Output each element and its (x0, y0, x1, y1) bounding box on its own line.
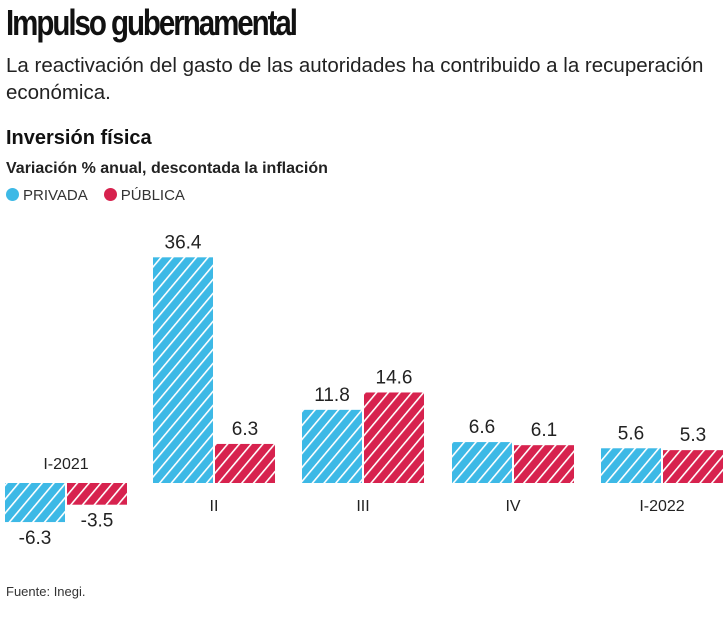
subtitle: La reactivación del gasto de las autorid… (6, 54, 704, 104)
legend-swatch (6, 188, 19, 201)
bar-privada (452, 442, 512, 483)
page-title: Impulso gubernamental (6, 2, 298, 43)
bar-publica (663, 450, 723, 483)
legend-swatch (103, 188, 117, 201)
category-label: II (210, 498, 219, 515)
data-label: 6.1 (531, 420, 557, 441)
category-label: I-2021 (43, 456, 88, 473)
chart-subtitle: Variación % anual, descontada la inflaci… (6, 160, 328, 177)
bar-privada (153, 257, 213, 483)
bar-publica (215, 443, 275, 483)
data-label: 5.3 (680, 425, 706, 446)
data-label: -3.5 (81, 511, 114, 532)
bar-publica (67, 483, 127, 505)
bar-publica (364, 392, 424, 483)
data-label: 6.6 (469, 417, 495, 438)
data-label: 11.8 (314, 385, 350, 406)
bar-privada (302, 409, 362, 483)
category-label: IV (505, 498, 520, 515)
category-label: III (356, 498, 369, 515)
legend-item-privada: PRIVADA (6, 187, 88, 204)
chart-title: Inversión física (6, 127, 152, 149)
data-label: 14.6 (376, 367, 413, 388)
data-label: 6.3 (232, 419, 258, 440)
category-label: I-2022 (639, 498, 684, 515)
bar-privada (5, 483, 65, 523)
data-label: 5.6 (618, 423, 644, 444)
data-label: 36.4 (165, 232, 202, 253)
legend-label: PRIVADA (23, 187, 88, 204)
legend-item-publica: PÚBLICA (103, 187, 185, 204)
source-note: Fuente: Inegi. (6, 584, 86, 599)
legend: PRIVADA PÚBLICA (6, 187, 185, 204)
legend-label: PÚBLICA (120, 187, 185, 204)
data-label: -6.3 (19, 528, 52, 549)
bar-publica (514, 445, 574, 483)
bar-privada (601, 448, 661, 483)
